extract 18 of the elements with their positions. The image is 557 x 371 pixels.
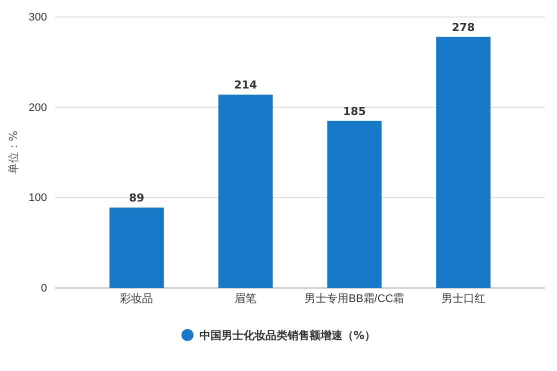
bar <box>327 120 382 288</box>
x-tick-label: 男士专用BB霜/CC霜 <box>304 292 404 305</box>
bar <box>109 208 164 288</box>
x-tick-label: 男士口红 <box>441 292 486 305</box>
bar <box>436 36 491 288</box>
y-tick-label: 0 <box>40 282 47 295</box>
x-tick-label: 眉笔 <box>234 292 257 305</box>
y-tick-label: 100 <box>28 192 47 204</box>
y-tick-label: 200 <box>28 102 47 114</box>
y-axis-title: 单位：% <box>7 130 20 174</box>
data-label: 214 <box>234 78 258 92</box>
x-tick-label: 彩妆品 <box>120 292 154 305</box>
y-tick-label: 300 <box>28 12 47 24</box>
data-label: 278 <box>452 20 475 34</box>
data-label: 185 <box>342 104 366 118</box>
data-label: 89 <box>129 192 144 205</box>
legend-label: 中国男士化妆品类销售额增速（%） <box>199 329 376 342</box>
bar <box>218 94 273 288</box>
